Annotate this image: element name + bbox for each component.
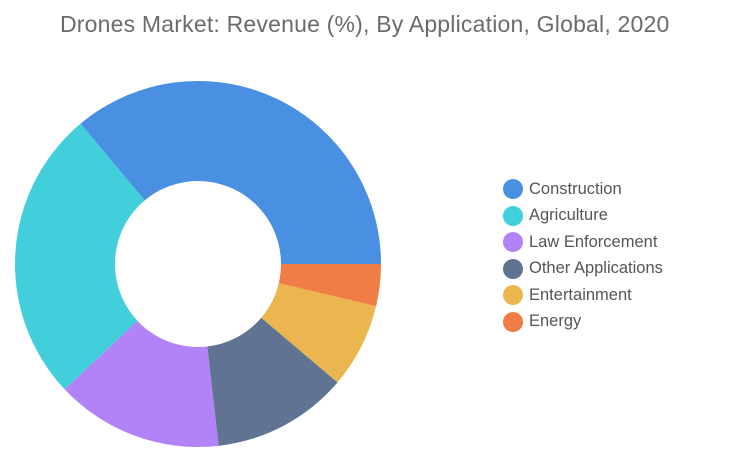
slice-entertainment xyxy=(261,283,377,383)
legend-item-law-enforcement: Law Enforcement xyxy=(503,229,663,256)
legend-swatch xyxy=(503,179,523,200)
chart-legend: Construction Agriculture Law Enforcement Ot… xyxy=(503,176,663,335)
legend-item-entertainment: Entertainment xyxy=(503,282,663,309)
legend-item-construction: Construction xyxy=(503,176,663,203)
legend-swatch xyxy=(503,258,523,279)
chart-title: Drones Market: Revenue (%), By Applicati… xyxy=(60,11,670,37)
legend-swatch xyxy=(503,311,523,332)
legend-swatch xyxy=(503,205,523,226)
legend-label: Energy xyxy=(529,312,582,331)
legend-label: Law Enforcement xyxy=(529,232,658,251)
slice-other-applications xyxy=(207,317,338,446)
legend-swatch xyxy=(503,232,523,253)
slice-construction xyxy=(80,81,381,264)
legend-item-agriculture: Agriculture xyxy=(503,203,663,230)
legend-item-energy: Energy xyxy=(503,309,663,336)
legend-label: Construction xyxy=(529,179,622,198)
legend-label: Agriculture xyxy=(529,206,608,225)
slice-law-enforcement xyxy=(64,320,219,447)
slice-energy xyxy=(278,264,381,307)
legend-swatch xyxy=(503,285,523,306)
legend-label: Entertainment xyxy=(529,285,632,304)
slice-agriculture xyxy=(14,123,145,390)
legend-label: Other Applications xyxy=(529,259,663,278)
legend-item-other-applications: Other Applications xyxy=(503,256,663,283)
